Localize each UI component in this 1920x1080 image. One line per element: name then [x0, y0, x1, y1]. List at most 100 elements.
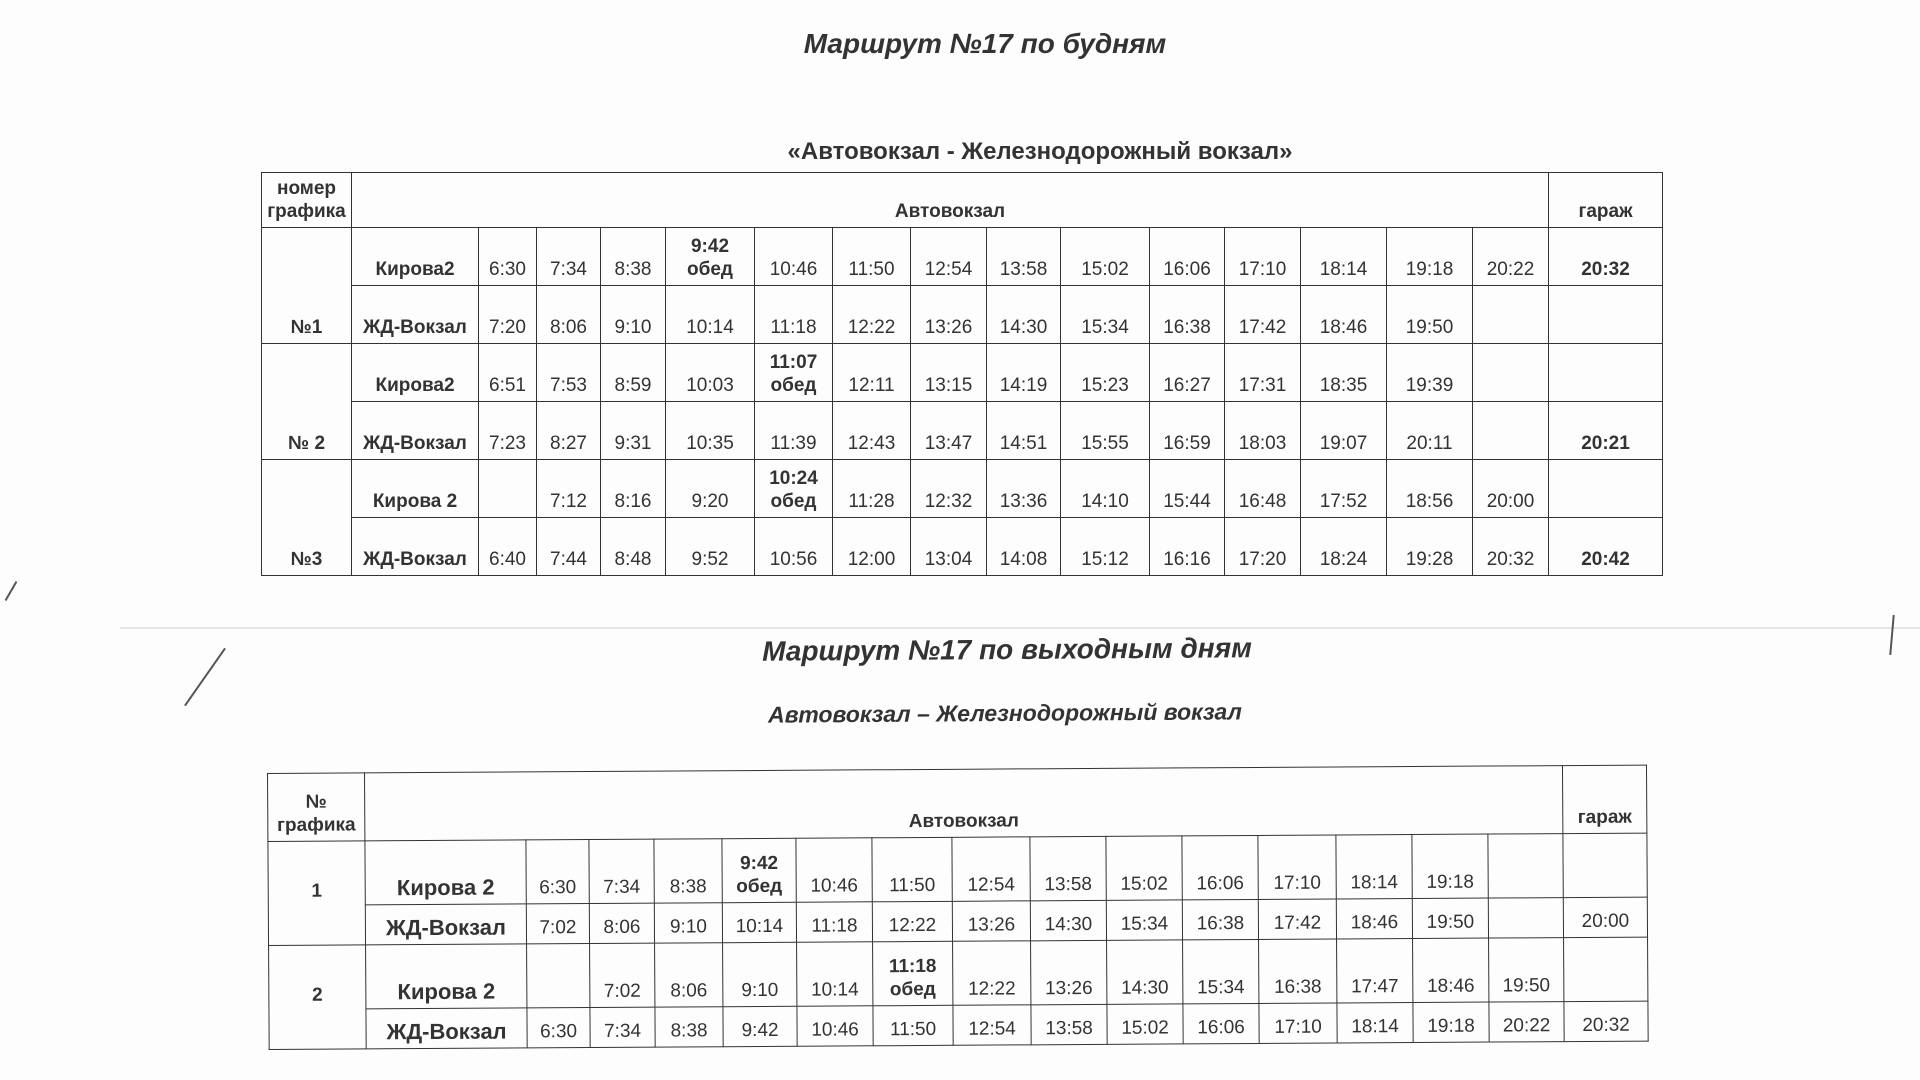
departure-time: 18:35 — [1300, 343, 1387, 402]
departure-time: 10:46 — [795, 837, 873, 903]
departure-time: 19:07 — [1300, 401, 1387, 460]
departure-time: 18:56 — [1386, 459, 1473, 518]
departure-time: 13:26 — [910, 285, 987, 344]
departure-time: 10:46 — [796, 1005, 874, 1047]
departure-time — [1488, 897, 1564, 939]
departure-time: 10:14 — [665, 285, 755, 344]
schedule-number: 1 — [267, 840, 366, 946]
departure-time — [1472, 401, 1549, 460]
departure-time: 7:34 — [536, 227, 601, 286]
departure-time: 8:06 — [654, 942, 723, 1008]
departure-time: 16:06 — [1182, 1003, 1260, 1044]
garage-time: 20:32 — [1548, 227, 1663, 286]
departure-time: 12:22 — [872, 901, 953, 942]
departure-time: 11:50 — [872, 1005, 954, 1046]
departure-time: 15:02 — [1060, 227, 1150, 286]
lunch-label: обед — [889, 979, 936, 1001]
weekend-schedule-table: № графика Автовокзал гараж 1 Кирова 2 6:30 7:3… — [267, 765, 1649, 1050]
schedule-row: ЖД-Вокзал 7:23 8:27 9:31 10:35 11:39 12:43 13:4… — [262, 401, 1663, 460]
departure-time: 13:36 — [986, 459, 1061, 518]
departure-time: 15:55 — [1060, 401, 1150, 460]
departure-time: 16:38 — [1258, 938, 1337, 1004]
departure-time: 13:58 — [986, 227, 1061, 286]
departure-time: 7:34 — [589, 1007, 656, 1048]
garage-header: гараж — [1548, 172, 1663, 228]
departure-time: 17:47 — [1336, 938, 1413, 1003]
stop-name: Кирова 2 — [351, 459, 479, 518]
departure-time: 14:10 — [1060, 459, 1150, 518]
garage-header: гараж — [1562, 765, 1647, 834]
lunch-time: 10:24 — [769, 467, 818, 489]
stop-name: Кирова 2 — [364, 839, 527, 905]
departure-time: 19:18 — [1386, 227, 1473, 286]
departure-time: 7:34 — [588, 839, 655, 904]
weekday-title: Маршрут №17 по будням — [803, 28, 1167, 59]
departure-time: 20:11 — [1386, 401, 1473, 460]
departure-time: 17:20 — [1224, 517, 1301, 576]
departure-time: 18:14 — [1300, 227, 1387, 286]
departure-time: 17:10 — [1224, 227, 1301, 286]
departure-time: 12:32 — [910, 459, 987, 518]
departure-time: 11:39 — [754, 401, 833, 460]
departure-time: 15:23 — [1060, 343, 1150, 402]
departure-time: 15:02 — [1105, 835, 1183, 901]
scan-artifact — [4, 580, 18, 602]
departure-time: 16:38 — [1182, 899, 1259, 940]
departure-time: 8:38 — [600, 227, 666, 286]
departure-time: 19:50 — [1386, 285, 1473, 344]
departure-time: 12:22 — [952, 940, 1031, 1006]
departure-time: 16:48 — [1224, 459, 1301, 518]
departure-time: 19:18 — [1412, 1002, 1490, 1043]
stop-name: ЖД-Вокзал — [351, 517, 479, 576]
departure-time: 12:43 — [832, 401, 911, 460]
departure-time: 8:48 — [600, 517, 666, 576]
departure-time — [1472, 285, 1549, 344]
departure-time: 7:20 — [478, 285, 537, 344]
schedule-number: № 2 — [261, 343, 352, 460]
departure-time: 18:14 — [1335, 834, 1413, 899]
departure-time: 10:14 — [722, 902, 797, 943]
departure-time: 15:34 — [1182, 939, 1259, 1004]
departure-time: 10:03 — [665, 343, 755, 402]
departure-time: 11:18 — [754, 285, 833, 344]
departure-time: 8:06 — [536, 285, 601, 344]
departure-time: 13:26 — [1030, 940, 1107, 1005]
schedule-number: №1 — [261, 227, 352, 344]
lunch-label: обед — [687, 259, 733, 281]
departure-time: 9:31 — [600, 401, 666, 460]
departure-time: 7:23 — [478, 401, 537, 460]
stop-name: Кирова2 — [351, 343, 479, 402]
garage-time: 20:21 — [1548, 401, 1663, 460]
departure-time: 6:40 — [478, 517, 537, 576]
departure-time: 8:27 — [536, 401, 601, 460]
departure-time: 7:02 — [589, 943, 655, 1008]
departure-time: 11:18 — [796, 901, 873, 943]
garage-time: 20:32 — [1563, 1001, 1649, 1042]
stop-name: ЖД-Вокзал — [365, 903, 527, 945]
departure-time — [478, 459, 537, 518]
departure-time: 17:31 — [1224, 343, 1301, 402]
departure-time: 15:02 — [1106, 1003, 1184, 1045]
departure-time: 16:59 — [1149, 401, 1225, 460]
departure-time: 8:16 — [600, 459, 666, 518]
schedule-row: ЖД-Вокзал 6:30 7:34 8:38 9:42 10:46 11:50 12:54… — [269, 1001, 1649, 1049]
departure-time: 12:54 — [951, 836, 1031, 902]
departure-time: 18:46 — [1412, 938, 1489, 1003]
lunch-break-cell: 11:07 обед — [754, 343, 833, 402]
departure-time: 9:20 — [665, 459, 755, 518]
departure-time: 19:50 — [1488, 937, 1564, 1003]
departure-time: 19:39 — [1386, 343, 1473, 402]
lunch-time: 11:18 — [888, 955, 937, 977]
departure-time: 20:22 — [1488, 1001, 1565, 1043]
departure-time: 16:27 — [1149, 343, 1225, 402]
garage-time — [1548, 285, 1663, 344]
departure-time: 17:10 — [1258, 1002, 1338, 1044]
garage-time — [1562, 833, 1648, 898]
departure-time: 11:50 — [832, 227, 911, 286]
departure-time: 7:12 — [536, 459, 601, 518]
departure-time — [1487, 833, 1564, 899]
scan-artifact — [184, 647, 226, 707]
schedule-row: 1 Кирова 2 6:30 7:34 8:38 9:42 обед 10:46 11:50 1… — [267, 833, 1648, 946]
stop-name: ЖД-Вокзал — [351, 285, 479, 344]
departure-time: 6:30 — [478, 227, 537, 286]
